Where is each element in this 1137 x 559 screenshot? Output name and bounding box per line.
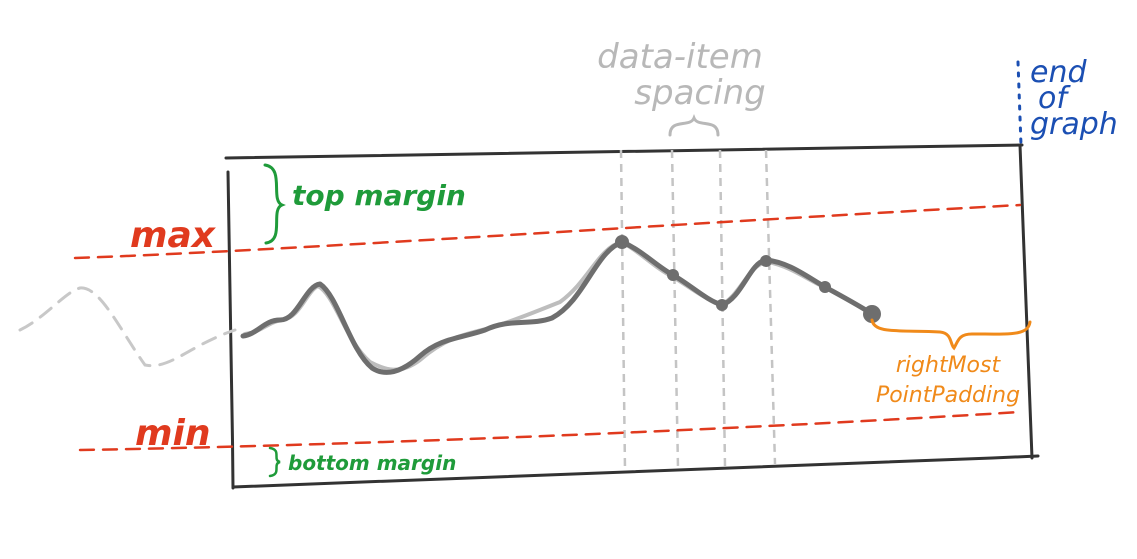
guide-line — [764, 149, 777, 465]
data-point — [667, 269, 679, 281]
data-point — [819, 281, 831, 293]
bottom-margin-brace-icon — [268, 446, 281, 478]
frame-right-edge — [1018, 143, 1034, 460]
data-point — [863, 305, 881, 323]
data-points — [615, 235, 881, 323]
guide-line — [619, 149, 627, 471]
max-line — [73, 203, 1022, 260]
series-line — [240, 239, 875, 375]
top-margin-brace-icon — [263, 163, 286, 245]
frame-top-edge — [224, 143, 1024, 160]
bottom-margin-label: bottom margin — [288, 451, 456, 475]
data-item-spacing-brace-icon — [668, 113, 720, 137]
end-of-graph-marker — [1016, 60, 1023, 147]
guide-line — [670, 149, 680, 469]
right-most-point-padding-label-line1: rightMost — [896, 353, 1002, 378]
data-point — [716, 299, 728, 311]
data-item-guides — [619, 149, 777, 471]
data-item-spacing-label-line1: data-item — [597, 37, 763, 77]
frame-bottom-edge — [231, 454, 1040, 489]
right-most-point-padding-brace-icon — [870, 318, 1032, 351]
max-label: max — [130, 215, 217, 256]
top-margin-label: top margin — [292, 179, 466, 212]
data-point — [760, 255, 772, 267]
min-label: min — [135, 413, 210, 454]
end-of-graph-label-line1: end — [1030, 55, 1087, 90]
end-of-graph-label-line2: of — [1038, 81, 1071, 116]
off-graph-dashed-line — [18, 286, 237, 368]
data-point — [615, 235, 629, 249]
min-line — [78, 410, 1022, 452]
data-item-spacing-label-line2: spacing — [634, 73, 765, 113]
right-most-point-padding-label-line2: PointPadding — [876, 383, 1020, 408]
end-of-graph-label-line3: graph — [1030, 107, 1118, 142]
